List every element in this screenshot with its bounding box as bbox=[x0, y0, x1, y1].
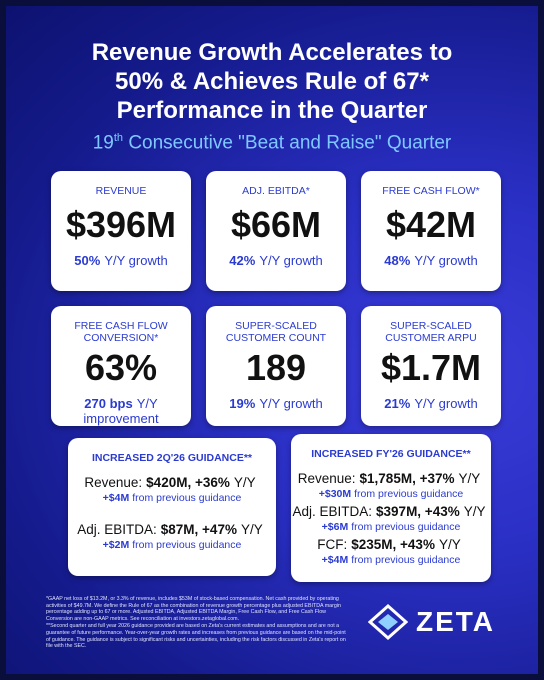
metric-label-line: SUPER-SCALED bbox=[390, 320, 472, 332]
metric-label: SUPER-SCALED CUSTOMER ARPU bbox=[361, 320, 501, 344]
footnote: *GAAP net loss of $13.2M, or 3.3% of rev… bbox=[46, 596, 341, 622]
footnote: **Second quarter and full year 2026 guid… bbox=[46, 623, 346, 650]
guidance-period: Y/Y bbox=[240, 522, 263, 537]
guidance-line: Adj. EBITDA: $397M, +43% Y/Y bbox=[291, 503, 491, 520]
title-line: Revenue Growth Accelerates to bbox=[91, 39, 453, 66]
raise-amount: +$2M bbox=[102, 539, 130, 551]
metric-label-line: ADJ. EBITDA* bbox=[242, 185, 310, 197]
metric-change: 270 bps Y/Y improvement bbox=[51, 396, 191, 426]
guidance-title: INCREASED 2Q'26 GUIDANCE** bbox=[91, 452, 253, 464]
guidance-figure: $420M, +36% bbox=[146, 475, 230, 490]
metric-card: REVENUE $396M 50% Y/Y growth bbox=[51, 171, 191, 291]
metric-change: 42% Y/Y growth bbox=[206, 253, 346, 268]
change-value: 19% bbox=[229, 396, 256, 411]
logo: ZETA bbox=[368, 604, 495, 640]
metric-label: REVENUE bbox=[51, 185, 191, 197]
raise-note: from previous guidance bbox=[354, 488, 464, 500]
change-value: 50% bbox=[74, 253, 101, 268]
raise-amount: +$6M bbox=[321, 521, 349, 533]
metric-label-line: CUSTOMER ARPU bbox=[385, 332, 477, 344]
subtitle: 19th Consecutive "Beat and Raise" Quarte… bbox=[6, 132, 538, 154]
guidance-figure: $87M, +47% bbox=[160, 522, 237, 537]
guidance-line: FCF: $235M, +43% Y/Y bbox=[291, 536, 491, 553]
raise-amount: +$4M bbox=[321, 554, 349, 566]
metric-label-line: CONVERSION* bbox=[83, 332, 159, 344]
metric-label: FREE CASH FLOW CONVERSION* bbox=[51, 320, 191, 344]
guidance-raise: +$6M from previous guidance bbox=[291, 520, 491, 534]
guidance-metric: FCF: bbox=[317, 537, 348, 552]
guidance-period: Y/Y bbox=[458, 471, 481, 486]
guidance-line: Adj. EBITDA: $87M, +47% Y/Y bbox=[68, 521, 276, 538]
guidance-figure: $1,785M, +37% bbox=[359, 471, 455, 486]
guidance-figure: $235M, +43% bbox=[351, 537, 435, 552]
title-line: 50% & Achieves Rule of 67* bbox=[115, 68, 429, 95]
metric-card: FREE CASH FLOW CONVERSION* 63% 270 bps Y/Y i… bbox=[51, 306, 191, 426]
metric-value: 63% bbox=[84, 347, 158, 388]
guidance-metric: Revenue: bbox=[84, 475, 143, 490]
metric-change: 48% Y/Y growth bbox=[361, 253, 501, 268]
raise-amount: +$30M bbox=[318, 488, 352, 500]
raise-note: from previous guidance bbox=[351, 521, 461, 533]
change-value: 270 bps bbox=[84, 396, 133, 411]
guidance-raise: +$30M from previous guidance bbox=[291, 487, 491, 501]
raise-amount: +$4M bbox=[102, 492, 130, 504]
change-label: Y/Y improvement bbox=[83, 396, 159, 426]
guidance-title: INCREASED FY'26 GUIDANCE** bbox=[311, 448, 471, 460]
metric-label-line: REVENUE bbox=[95, 185, 147, 197]
guidance-figure: $397M, +43% bbox=[376, 504, 460, 519]
metric-label: FREE CASH FLOW* bbox=[361, 185, 501, 197]
title: Revenue Growth Accelerates to 50% & Achie… bbox=[6, 38, 538, 125]
metric-value: $1.7M bbox=[380, 347, 482, 388]
change-value: 42% bbox=[229, 253, 256, 268]
change-label: Y/Y growth bbox=[104, 253, 168, 268]
metric-value: $42M bbox=[385, 204, 477, 245]
change-label: Y/Y growth bbox=[414, 396, 478, 411]
metric-card: ADJ. EBITDA* $66M 42% Y/Y growth bbox=[206, 171, 346, 291]
subtitle-text: Consecutive "Beat and Raise" Quarter bbox=[128, 132, 452, 154]
guidance-metric: Revenue: bbox=[297, 471, 356, 486]
metric-value: 189 bbox=[245, 347, 307, 388]
logo-text: ZETA bbox=[416, 606, 496, 637]
metric-label-line: FREE CASH FLOW bbox=[74, 320, 168, 332]
guidance-raise: +$2M from previous guidance bbox=[68, 538, 276, 552]
metric-change: 19% Y/Y growth bbox=[206, 396, 346, 411]
metric-change: 50% Y/Y growth bbox=[51, 253, 191, 268]
guidance-card: INCREASED 2Q'26 GUIDANCE** Revenue: $420M,… bbox=[68, 438, 276, 576]
guidance-metric: Adj. EBITDA: bbox=[77, 522, 157, 537]
metric-label: ADJ. EBITDA* bbox=[206, 185, 346, 197]
raise-note: from previous guidance bbox=[132, 539, 242, 551]
metric-change: 21% Y/Y growth bbox=[361, 396, 501, 411]
metric-card: SUPER-SCALED CUSTOMER COUNT 189 19% Y/Y grow… bbox=[206, 306, 346, 426]
change-label: Y/Y growth bbox=[259, 253, 323, 268]
guidance-period: Y/Y bbox=[463, 504, 486, 519]
metric-label-line: CUSTOMER COUNT bbox=[225, 332, 327, 344]
subtitle-ordinal: 19 bbox=[92, 132, 114, 154]
guidance-card: INCREASED FY'26 GUIDANCE** Revenue: $1,785… bbox=[291, 434, 491, 582]
footnotes: *GAAP net loss of $13.2M, or 3.3% of rev… bbox=[46, 596, 346, 651]
title-line: Performance in the Quarter bbox=[116, 97, 428, 124]
metric-card: FREE CASH FLOW* $42M 48% Y/Y growth bbox=[361, 171, 501, 291]
metric-label-line: SUPER-SCALED bbox=[235, 320, 317, 332]
metric-label: SUPER-SCALED CUSTOMER COUNT bbox=[206, 320, 346, 344]
guidance-period: Y/Y bbox=[438, 537, 461, 552]
change-value: 48% bbox=[384, 253, 411, 268]
raise-note: from previous guidance bbox=[132, 492, 242, 504]
metric-value: $396M bbox=[65, 204, 177, 245]
logo-icon bbox=[368, 604, 408, 640]
guidance-raise: +$4M from previous guidance bbox=[291, 553, 491, 567]
change-label: Y/Y growth bbox=[259, 396, 323, 411]
metric-card: SUPER-SCALED CUSTOMER ARPU $1.7M 21% Y/Y gro… bbox=[361, 306, 501, 426]
metric-label-line: FREE CASH FLOW* bbox=[382, 185, 480, 197]
subtitle-suffix: th bbox=[113, 132, 124, 144]
guidance-period: Y/Y bbox=[233, 475, 256, 490]
metric-value: $66M bbox=[230, 204, 322, 245]
change-label: Y/Y growth bbox=[414, 253, 478, 268]
guidance-metric: Adj. EBITDA: bbox=[292, 504, 373, 519]
change-value: 21% bbox=[384, 396, 411, 411]
guidance-line: Revenue: $1,785M, +37% Y/Y bbox=[291, 470, 491, 487]
guidance-line: Revenue: $420M, +36% Y/Y bbox=[68, 474, 276, 491]
raise-note: from previous guidance bbox=[351, 554, 461, 566]
guidance-raise: +$4M from previous guidance bbox=[68, 491, 276, 505]
